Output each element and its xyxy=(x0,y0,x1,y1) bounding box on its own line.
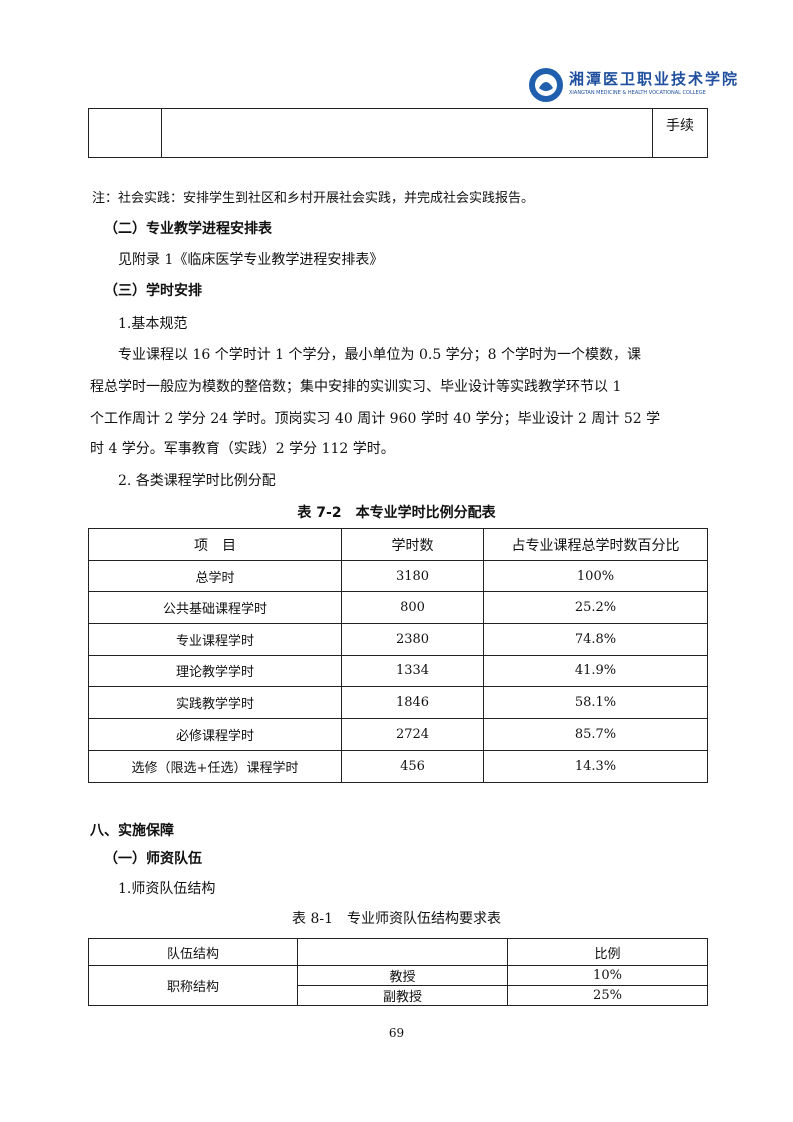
table-cell: 教授 xyxy=(297,965,508,986)
column-header: 项 目 xyxy=(88,528,342,561)
table-cell xyxy=(161,108,653,158)
hours-ratio-table: 项 目 学时数 占专业课程总学时数百分比 总学时 3180 100% 公共基础课程学时… xyxy=(88,528,708,783)
table-cell: 2724 xyxy=(341,718,484,751)
section-heading: （一）师资队伍 xyxy=(104,851,202,867)
table-cell: 456 xyxy=(341,749,484,783)
previous-table-fragment: 手续 xyxy=(88,108,708,158)
table-cell: 14.3% xyxy=(483,749,708,783)
page-number: 69 xyxy=(388,1026,405,1040)
college-name: 湘潭医卫职业技术学院 xyxy=(569,70,740,88)
group-label: 职称结构 xyxy=(88,965,298,1006)
table-cell: 1846 xyxy=(341,686,484,720)
table-caption: 表 8-1 专业师资队伍结构要求表 xyxy=(292,911,501,927)
table-cell: 58.1% xyxy=(483,686,708,720)
college-name-en: XIANGTAN MEDICINE & HEALTH VOCATIONAL CO… xyxy=(569,90,706,96)
subsection-heading: 2. 各类课程学时比例分配 xyxy=(118,473,276,489)
table-row: 必修课程学时 2724 85.7% xyxy=(88,718,708,751)
table-cell: 25.2% xyxy=(483,591,708,624)
college-logo: 湘潭医卫职业技术学院 XIANGTAN MEDICINE & HEALTH VO… xyxy=(527,66,737,104)
table-cell: 25% xyxy=(507,985,708,1006)
college-emblem-icon xyxy=(529,68,563,102)
paragraph-line: 个工作周计 2 学分 24 学时。顶岗实习 40 周计 960 学时 40 学分… xyxy=(90,411,661,427)
faculty-structure-table: 队伍结构 比例 职称结构 教授 10% 副教授 25% xyxy=(88,938,708,1006)
column-header: 占专业课程总学时数百分比 xyxy=(483,528,708,561)
table-row: 实践教学学时 1846 58.1% xyxy=(88,686,708,720)
table-header-row: 项 目 学时数 占专业课程总学时数百分比 xyxy=(88,528,708,561)
column-header: 比例 xyxy=(507,938,708,966)
column-header: 学时数 xyxy=(341,528,484,561)
paragraph-line: 专业课程以 16 个学时计 1 个学分，最小单位为 0.5 学分；8 个学时为一… xyxy=(118,347,642,363)
subsection-heading: 1.基本规范 xyxy=(118,316,188,332)
table-cell: 选修（限选+任选）课程学时 xyxy=(88,749,342,783)
table-cell: 必修课程学时 xyxy=(88,718,342,751)
table-cell: 公共基础课程学时 xyxy=(88,591,342,624)
table-cell: 副教授 xyxy=(297,985,508,1006)
table-cell xyxy=(88,108,162,158)
table-row: 选修（限选+任选）课程学时 456 14.3% xyxy=(88,749,708,783)
table-row: 总学时 3180 100% xyxy=(88,560,708,592)
section-heading: （二）专业教学进程安排表 xyxy=(104,221,272,237)
table-row: 专业课程学时 2380 74.8% xyxy=(88,622,708,656)
table-row: 职称结构 教授 10% xyxy=(88,965,708,1006)
table-cell: 74.8% xyxy=(483,622,708,656)
table-caption: 表 7-2 本专业学时比例分配表 xyxy=(297,505,496,521)
column-header: 队伍结构 xyxy=(88,938,298,966)
chapter-heading: 八、实施保障 xyxy=(90,823,174,839)
table-cell: 85.7% xyxy=(483,718,708,751)
table-cell: 2380 xyxy=(341,622,484,656)
table-cell: 1334 xyxy=(341,654,484,688)
table-cell: 手续 xyxy=(652,108,708,158)
table-cell: 总学时 xyxy=(88,560,342,592)
table-cell: 10% xyxy=(507,965,708,986)
paragraph-line: 时 4 学分。军事教育（实践）2 学分 112 学时。 xyxy=(90,441,395,457)
table-cell: 专业课程学时 xyxy=(88,622,342,656)
section-text: 见附录 1《临床医学专业教学进程安排表》 xyxy=(118,252,384,268)
table-cell: 理论教学学时 xyxy=(88,654,342,688)
table-row: 公共基础课程学时 800 25.2% xyxy=(88,591,708,624)
table-row: 副教授 25% xyxy=(89,985,708,1006)
table-row: 理论教学学时 1334 41.9% xyxy=(88,654,708,688)
section-heading: （三）学时安排 xyxy=(104,283,202,299)
note-text: 注：社会实践：安排学生到社区和乡村开展社会实践，并完成社会实践报告。 xyxy=(92,191,535,206)
table-cell: 800 xyxy=(341,591,484,624)
table-cell: 3180 xyxy=(341,560,484,592)
paragraph-line: 程总学时一般应为模数的整倍数；集中安排的实训实习、毕业设计等实践教学环节以 1 xyxy=(90,379,622,395)
table-cell: 实践教学学时 xyxy=(88,686,342,720)
table-cell: 41.9% xyxy=(483,654,708,688)
column-header xyxy=(297,938,508,966)
subsection-heading: 1.师资队伍结构 xyxy=(118,881,216,897)
table-cell: 100% xyxy=(483,560,708,592)
